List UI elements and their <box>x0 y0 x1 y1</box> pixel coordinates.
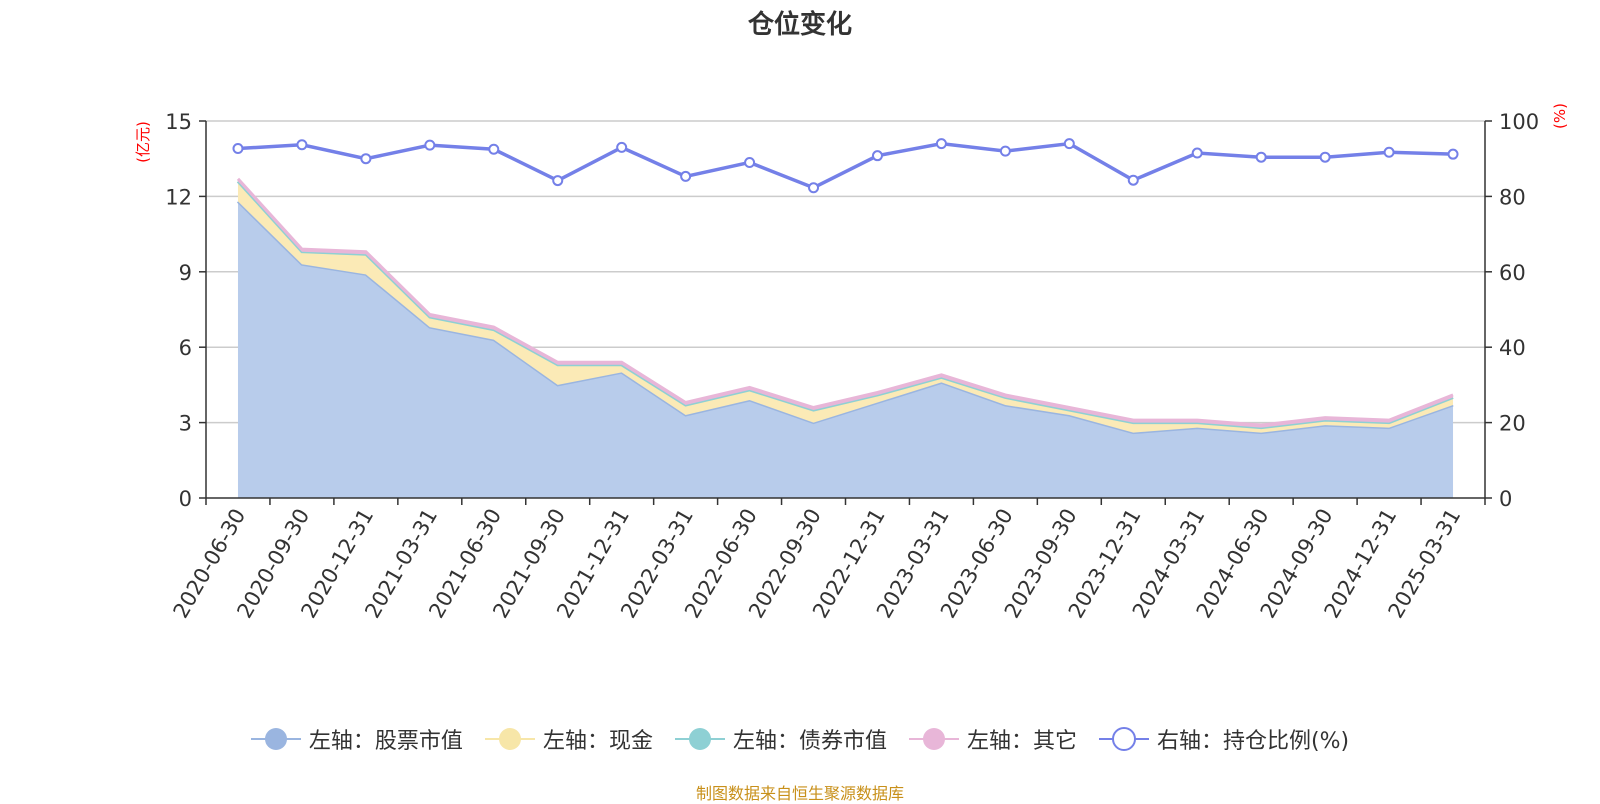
right-tick-label: 20 <box>1499 412 1526 436</box>
source-note: 制图数据来自恒生聚源数据库 <box>695 784 904 803</box>
line-point <box>871 150 883 162</box>
line-point <box>744 156 756 168</box>
legend-label: 左轴：股票市值 <box>308 729 463 754</box>
line-point <box>424 139 436 151</box>
legend-label: 左轴：债券市值 <box>732 729 887 754</box>
area-左轴：股票市值 <box>237 201 1454 498</box>
line-point <box>232 143 244 155</box>
line-point <box>999 145 1011 157</box>
filled-circle-icon <box>674 728 725 750</box>
legend-label: 左轴：现金 <box>542 729 653 754</box>
line-point <box>296 139 308 151</box>
line-point <box>488 143 500 155</box>
legend-item[interactable]: 左轴：股票市值 <box>250 723 463 755</box>
line-point <box>1063 138 1075 150</box>
left-tick-label: 9 <box>179 261 192 285</box>
left-tick-label: 15 <box>165 110 192 134</box>
right-axis-unit: (%) <box>1551 103 1569 129</box>
legend-label: 左轴：其它 <box>966 729 1077 754</box>
filled-circle-icon <box>908 728 959 750</box>
line-point <box>808 182 820 194</box>
area-左轴：现金 <box>237 181 1454 433</box>
line-point <box>1191 147 1203 159</box>
line-point <box>1447 148 1459 160</box>
legend-item[interactable]: 左轴：现金 <box>484 723 653 755</box>
right-tick-label: 60 <box>1499 261 1526 285</box>
area-edge-左轴：其它 <box>236 177 1454 427</box>
legend-label: 右轴：持仓比例(%) <box>1156 729 1350 754</box>
line-右轴：持仓比例(%) <box>237 141 1454 190</box>
left-tick-label: 12 <box>165 185 192 209</box>
hollow-circle-icon <box>1098 727 1149 751</box>
line-point <box>552 175 564 187</box>
line-point <box>360 153 372 165</box>
left-tick-label: 0 <box>179 487 192 511</box>
chart-legend: 左轴：股票市值 左轴：现金 左轴：债券市值 左轴：其它 右轴：持仓比例(%) <box>0 723 1600 755</box>
legend-item[interactable]: 左轴：债券市值 <box>674 723 887 755</box>
right-tick-label: 100 <box>1499 110 1539 134</box>
legend-item[interactable]: 左轴：其它 <box>908 723 1077 755</box>
line-point <box>680 170 692 182</box>
line-series <box>232 138 1459 194</box>
line-point <box>1255 151 1267 163</box>
left-axis-unit: (亿元) <box>134 121 152 163</box>
line-point <box>1319 151 1331 163</box>
right-tick-label: 0 <box>1499 487 1512 511</box>
right-tick-label: 40 <box>1499 336 1526 360</box>
legend-item[interactable]: 右轴：持仓比例(%) <box>1098 723 1350 755</box>
left-tick-label: 3 <box>179 412 192 436</box>
line-point <box>1383 146 1395 158</box>
filled-circle-icon <box>484 728 535 750</box>
filled-circle-icon <box>250 728 301 750</box>
line-point <box>616 141 628 153</box>
line-point <box>1127 174 1139 186</box>
left-tick-label: 6 <box>179 336 192 360</box>
line-point <box>935 138 947 150</box>
area-series <box>236 177 1454 498</box>
right-tick-label: 80 <box>1499 185 1526 209</box>
chart-title: 仓位变化 <box>747 10 852 40</box>
